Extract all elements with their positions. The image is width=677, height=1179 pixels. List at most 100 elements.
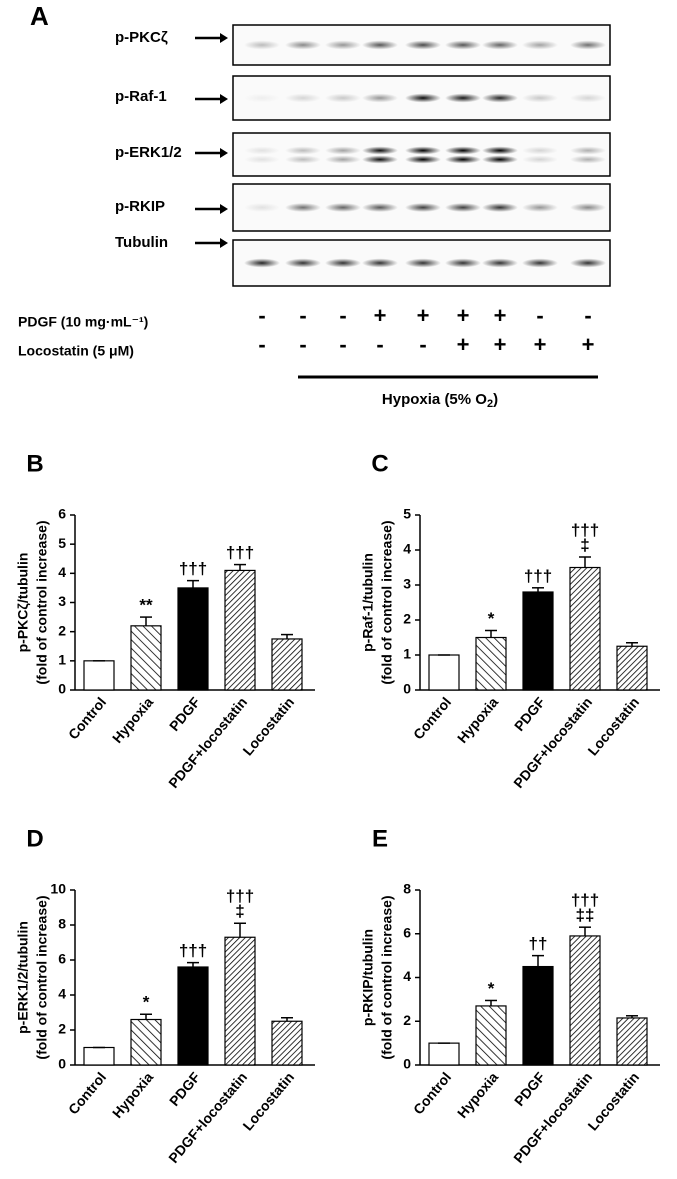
blot-band bbox=[522, 155, 558, 164]
hypoxia-sub: 2 bbox=[487, 398, 493, 410]
bar bbox=[616, 1017, 648, 1066]
y-axis-label: (fold of control increase) bbox=[34, 520, 50, 684]
y-tick-label: 1 bbox=[58, 652, 66, 668]
y-tick-label: 2 bbox=[403, 611, 411, 627]
x-tick-label: PDGF bbox=[511, 1069, 549, 1109]
blot-band bbox=[244, 155, 280, 164]
blot-band bbox=[325, 155, 361, 164]
protein-label: Tubulin bbox=[115, 234, 168, 251]
blot-band bbox=[482, 40, 518, 50]
y-tick-label: 1 bbox=[403, 646, 411, 662]
bar bbox=[428, 654, 460, 691]
y-axis-label: (fold of control increase) bbox=[34, 895, 50, 1059]
bar bbox=[616, 645, 648, 691]
blot-band bbox=[325, 146, 361, 155]
treatment-sign: + bbox=[374, 303, 387, 328]
blot-band bbox=[405, 146, 441, 155]
x-tick-label: Hypoxia bbox=[109, 694, 156, 746]
y-tick-label: 2 bbox=[58, 622, 66, 638]
blot-band bbox=[362, 146, 398, 155]
blot-band bbox=[405, 258, 441, 268]
treatment-label: Locostatin (5 μM) bbox=[18, 343, 134, 359]
blot-band bbox=[244, 93, 280, 103]
y-tick-label: 8 bbox=[403, 881, 411, 897]
bar bbox=[475, 1005, 507, 1066]
blot-band bbox=[362, 93, 398, 103]
significance-mark: ††† bbox=[571, 520, 599, 539]
bar bbox=[569, 935, 601, 1066]
blot-band bbox=[445, 40, 481, 50]
blot-band bbox=[522, 258, 558, 268]
blot-band bbox=[362, 40, 398, 50]
blot-band bbox=[570, 146, 606, 155]
y-tick-label: 0 bbox=[58, 1056, 66, 1072]
blot-band bbox=[244, 203, 280, 212]
blot-band bbox=[405, 93, 441, 103]
blot-band bbox=[570, 203, 606, 212]
blot-band bbox=[325, 40, 361, 50]
bar bbox=[130, 625, 162, 691]
treatment-sign: + bbox=[417, 303, 430, 328]
blot-band bbox=[522, 93, 558, 103]
treatment-sign: - bbox=[536, 303, 543, 328]
significance-mark: ††† bbox=[571, 891, 599, 910]
y-tick-label: 3 bbox=[403, 576, 411, 592]
x-tick-label: Control bbox=[65, 694, 109, 742]
y-tick-label: 4 bbox=[58, 986, 66, 1002]
protein-label: p-ERK1/2 bbox=[115, 144, 182, 161]
significance-mark: ††† bbox=[226, 543, 254, 562]
blot-band bbox=[362, 203, 398, 212]
treatment-sign: + bbox=[582, 332, 595, 357]
blot-band bbox=[285, 93, 321, 103]
protein-label: p-PKCζ bbox=[115, 29, 168, 46]
treatment-sign: + bbox=[494, 303, 507, 328]
x-tick-label: Control bbox=[65, 1069, 109, 1117]
x-tick-label: PDGF bbox=[511, 694, 549, 734]
significance-mark: * bbox=[143, 993, 150, 1012]
blot-band bbox=[362, 155, 398, 164]
blot-band bbox=[285, 146, 321, 155]
treatment-sign: - bbox=[299, 303, 306, 328]
significance-mark: ††† bbox=[226, 887, 254, 906]
arrow-head bbox=[220, 148, 228, 158]
blot-band bbox=[570, 258, 606, 268]
treatment-sign: - bbox=[339, 332, 346, 357]
blot-band bbox=[482, 93, 518, 103]
blot-band bbox=[285, 203, 321, 212]
y-tick-label: 0 bbox=[403, 1056, 411, 1072]
x-tick-label: Control bbox=[410, 1069, 454, 1117]
y-tick-label: 0 bbox=[58, 681, 66, 697]
bar bbox=[271, 638, 303, 691]
treatment-sign: + bbox=[457, 332, 470, 357]
significance-mark: ‡‡ bbox=[576, 906, 595, 925]
blot-band bbox=[482, 146, 518, 155]
y-tick-label: 4 bbox=[58, 564, 66, 580]
blot-band bbox=[482, 203, 518, 212]
arrow-head bbox=[220, 94, 228, 104]
y-axis-label: (fold of control increase) bbox=[379, 895, 395, 1059]
blot-band bbox=[522, 40, 558, 50]
x-tick-label: Hypoxia bbox=[454, 694, 501, 746]
y-axis-label: p-Raf-1/tubulin bbox=[360, 553, 376, 652]
y-axis-label: p-ERK1/2/tubulin bbox=[15, 921, 31, 1034]
panel-label: A bbox=[30, 1, 49, 31]
significance-mark: ††† bbox=[179, 559, 207, 578]
y-tick-label: 8 bbox=[58, 916, 66, 932]
significance-mark: ‡ bbox=[580, 535, 589, 554]
blot-band bbox=[362, 258, 398, 268]
bar bbox=[224, 936, 256, 1066]
blot-band bbox=[445, 155, 481, 164]
hypoxia-text: Hypoxia (5% O bbox=[382, 391, 487, 408]
panel-label: B bbox=[26, 450, 43, 477]
arrow-head bbox=[220, 33, 228, 43]
y-tick-label: 6 bbox=[58, 951, 66, 967]
protein-label: p-RKIP bbox=[115, 198, 165, 215]
x-tick-label: Control bbox=[410, 694, 454, 742]
y-axis-label: (fold of control increase) bbox=[379, 520, 395, 684]
y-tick-label: 4 bbox=[403, 541, 411, 557]
bar bbox=[83, 660, 115, 691]
x-tick-label: PDGF bbox=[166, 1069, 204, 1109]
y-tick-label: 2 bbox=[403, 1012, 411, 1028]
